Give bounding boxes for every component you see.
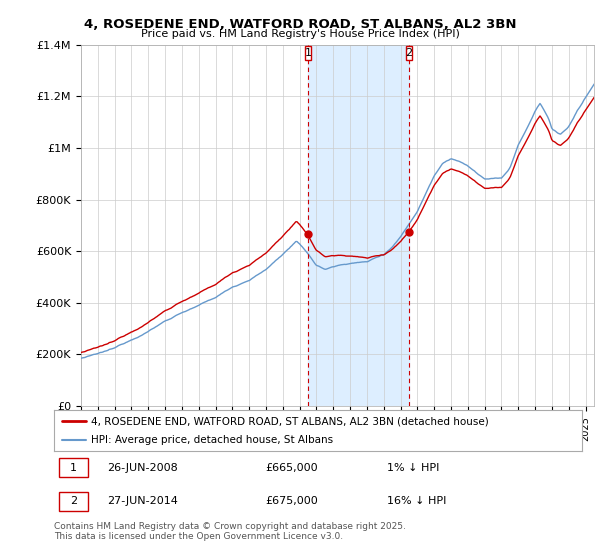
Bar <box>308 45 409 406</box>
Text: Price paid vs. HM Land Registry's House Price Index (HPI): Price paid vs. HM Land Registry's House … <box>140 29 460 39</box>
Text: 2: 2 <box>405 48 412 58</box>
Text: 1: 1 <box>304 48 311 58</box>
Text: 4, ROSEDENE END, WATFORD ROAD, ST ALBANS, AL2 3BN (detached house): 4, ROSEDENE END, WATFORD ROAD, ST ALBANS… <box>91 417 489 426</box>
Text: 1% ↓ HPI: 1% ↓ HPI <box>386 463 439 473</box>
Bar <box>406 46 412 60</box>
Text: 16% ↓ HPI: 16% ↓ HPI <box>386 496 446 506</box>
Text: Contains HM Land Registry data © Crown copyright and database right 2025.
This d: Contains HM Land Registry data © Crown c… <box>54 522 406 542</box>
Bar <box>59 492 88 511</box>
Text: 4, ROSEDENE END, WATFORD ROAD, ST ALBANS, AL2 3BN: 4, ROSEDENE END, WATFORD ROAD, ST ALBANS… <box>84 18 516 31</box>
Text: 27-JUN-2014: 27-JUN-2014 <box>107 496 178 506</box>
Text: 1: 1 <box>70 463 77 473</box>
Text: 26-JUN-2008: 26-JUN-2008 <box>107 463 178 473</box>
Bar <box>59 458 88 478</box>
Text: £675,000: £675,000 <box>265 496 318 506</box>
Text: HPI: Average price, detached house, St Albans: HPI: Average price, detached house, St A… <box>91 435 333 445</box>
Text: 2: 2 <box>70 496 77 506</box>
Text: £665,000: £665,000 <box>265 463 318 473</box>
Bar <box>305 46 311 60</box>
